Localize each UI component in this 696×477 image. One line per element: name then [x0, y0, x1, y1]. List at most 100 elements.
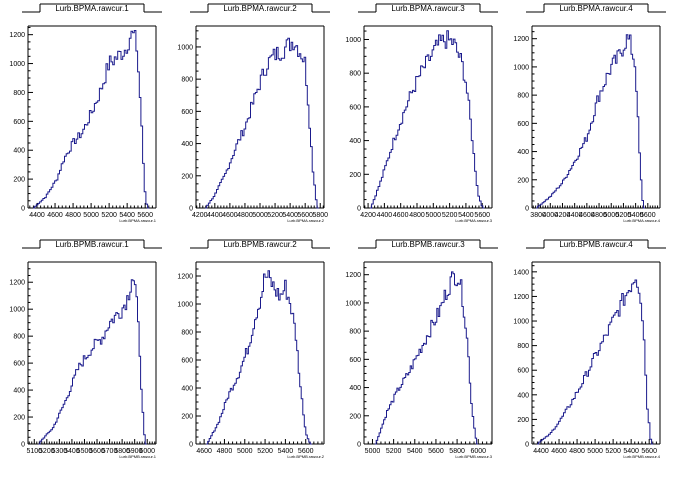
histogram-title: Lurb.BPMB.rawcur.1 [55, 240, 129, 249]
histogram-panel-5: Lurb.BPMB.rawcur.1 0 200 400 600 800 1000 1200 5… [9, 239, 162, 459]
x-tick-label: 5800 [312, 212, 328, 219]
y-tick-label: 600 [517, 121, 529, 128]
x-tick-label: 5400 [623, 448, 639, 455]
y-tick-label: 400 [13, 388, 25, 395]
x-tick-label: 4800 [217, 448, 233, 455]
x-axis-title: Lurb.BPMA.rawcur.1 [119, 218, 156, 223]
x-tick-label: 5200 [386, 448, 402, 455]
x-tick-label: 5400 [628, 212, 644, 219]
y-tick-label: 600 [181, 358, 193, 365]
x-axis-title: Lurb.BPMA.rawcur.3 [455, 218, 492, 223]
x-axis-title: Lurb.BPMA.rawcur.2 [287, 218, 324, 223]
y-tick-label: 400 [517, 392, 529, 399]
y-tick-label: 1400 [513, 269, 529, 276]
x-tick-label: 5200 [39, 448, 55, 455]
x-tick-label: 4800 [237, 212, 253, 219]
y-tick-label: 0 [189, 442, 193, 449]
x-tick-label: 4800 [569, 448, 585, 455]
x-tick-label: 5700 [102, 448, 118, 455]
y-tick-label: 200 [517, 417, 529, 424]
x-tick-label: 4400 [567, 212, 583, 219]
x-axis-title: Lurb.BPMB.rawcur.2 [287, 454, 324, 459]
x-tick-label: 5800 [114, 448, 130, 455]
histogram-panel-7: Lurb.BPMB.rawcur.3 0 200 400 600 800 1000 1200 5… [345, 239, 498, 459]
x-tick-label: 5800 [449, 448, 465, 455]
histogram-series-line [33, 30, 150, 209]
histogram-title: Lurb.BPMA.rawcur.1 [55, 4, 129, 13]
x-tick-label: 5200 [257, 448, 273, 455]
x-tick-label: 6000 [470, 448, 486, 455]
y-tick-label: 800 [349, 71, 361, 78]
y-tick-label: 600 [181, 109, 193, 116]
histogram-panel-8: Lurb.BPMB.rawcur.4 0 200 400 600 800 1000 1200 1… [513, 239, 666, 459]
x-axis-title: Lurb.BPMB.rawcur.1 [119, 454, 156, 459]
x-tick-label: 5600 [89, 448, 105, 455]
y-tick-label: 800 [517, 343, 529, 350]
y-tick-label: 0 [357, 442, 361, 449]
x-tick-label: 5900 [127, 448, 143, 455]
y-tick-label: 1000 [177, 44, 193, 51]
y-tick-label: 600 [349, 104, 361, 111]
x-tick-label: 5000 [587, 448, 603, 455]
y-tick-label: 200 [181, 173, 193, 180]
histogram-series-line [206, 270, 312, 445]
x-tick-label: 4400 [29, 212, 45, 219]
y-tick-label: 800 [13, 90, 25, 97]
y-tick-label: 0 [357, 206, 361, 213]
x-tick-label: 5300 [52, 448, 68, 455]
x-tick-label: 4400 [533, 448, 549, 455]
y-tick-label: 400 [349, 385, 361, 392]
x-tick-label: 4600 [222, 212, 238, 219]
x-axis-title: Lurb.BPMB.rawcur.4 [623, 454, 660, 459]
histogram-title: Lurb.BPMB.rawcur.4 [559, 240, 633, 249]
y-tick-label: 0 [21, 442, 25, 449]
x-tick-label: 5600 [474, 212, 490, 219]
x-tick-label: 4200 [192, 212, 208, 219]
y-tick-label: 1200 [177, 274, 193, 281]
x-tick-label: 4800 [409, 212, 425, 219]
x-tick-label: 5400 [282, 212, 298, 219]
y-tick-label: 800 [181, 330, 193, 337]
x-tick-label: 5200 [442, 212, 458, 219]
x-tick-label: 5600 [428, 448, 444, 455]
y-tick-label: 200 [181, 414, 193, 421]
x-tick-label: 4600 [196, 448, 212, 455]
histogram-title: Lurb.BPMB.rawcur.2 [223, 240, 297, 249]
y-tick-label: 400 [181, 141, 193, 148]
y-tick-label: 400 [13, 148, 25, 155]
x-tick-label: 5200 [267, 212, 283, 219]
x-tick-label: 5200 [101, 212, 117, 219]
y-tick-label: 800 [517, 93, 529, 100]
x-tick-label: 4600 [47, 212, 63, 219]
x-tick-label: 5600 [137, 212, 153, 219]
x-tick-label: 4000 [542, 212, 558, 219]
y-tick-label: 1000 [513, 319, 529, 326]
y-tick-label: 800 [13, 334, 25, 341]
x-tick-label: 5400 [407, 448, 423, 455]
x-tick-label: 5000 [603, 212, 619, 219]
x-tick-label: 5000 [365, 448, 381, 455]
x-tick-label: 4600 [579, 212, 595, 219]
y-tick-label: 1000 [345, 37, 361, 44]
y-tick-label: 200 [517, 177, 529, 184]
y-tick-label: 1200 [513, 36, 529, 43]
x-tick-label: 4600 [551, 448, 567, 455]
y-tick-label: 1000 [345, 300, 361, 307]
x-tick-label: 5500 [77, 448, 93, 455]
x-axis-title: Lurb.BPMB.rawcur.3 [455, 454, 492, 459]
histogram-series-line [38, 279, 147, 445]
histogram-series-line [370, 30, 485, 209]
x-tick-label: 3800 [530, 212, 546, 219]
y-tick-label: 1000 [513, 64, 529, 71]
x-tick-label: 4600 [393, 212, 409, 219]
x-tick-label: 5600 [641, 448, 657, 455]
histogram-title: Lurb.BPMA.rawcur.3 [391, 4, 465, 13]
histogram-title: Lurb.BPMA.rawcur.2 [223, 4, 297, 13]
y-tick-label: 1200 [9, 280, 25, 287]
y-tick-label: 600 [349, 357, 361, 364]
histogram-series-line [205, 37, 319, 209]
x-tick-label: 5000 [252, 212, 268, 219]
